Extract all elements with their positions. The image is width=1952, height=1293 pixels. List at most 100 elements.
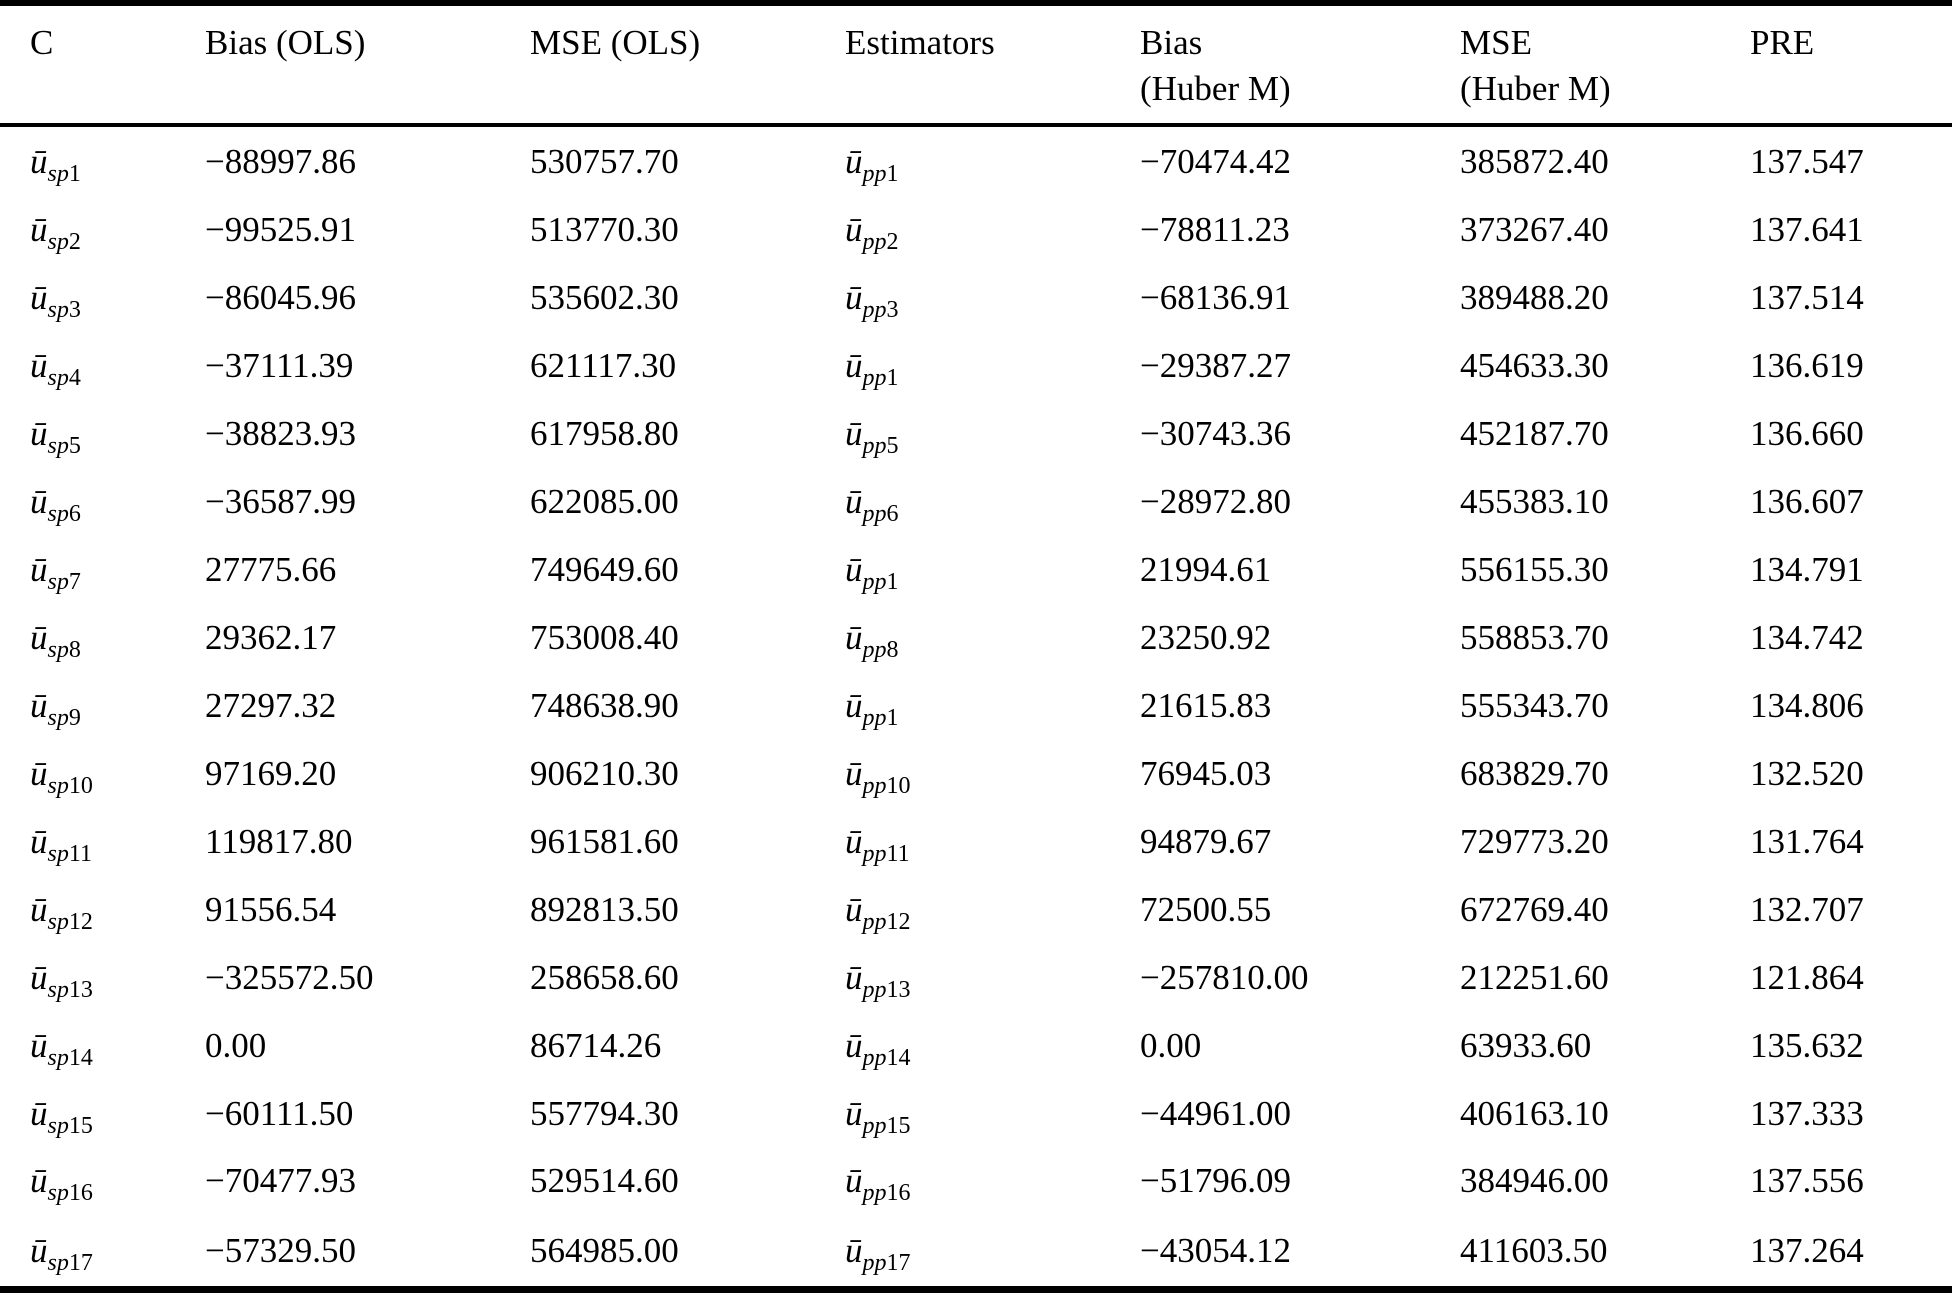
c-estimator-cell: ūsp8 xyxy=(0,604,205,672)
bias-ols-cell: −37111.39 xyxy=(205,346,354,386)
u-bar-symbol: ū xyxy=(845,141,863,181)
mse-huber-cell: 385872.40 xyxy=(1460,141,1609,181)
mse-huber-cell: 452187.70 xyxy=(1460,414,1609,454)
table-row: ūsp10 97169.20 906210.30 ūpp10 76945.03 68382… xyxy=(0,740,1952,808)
mse-huber-cell: 558853.70 xyxy=(1460,617,1609,657)
bias-ols-cell: 29362.17 xyxy=(205,617,337,657)
u-bar-symbol: ū xyxy=(845,1230,863,1270)
pre-cell: 135.632 xyxy=(1750,1025,1864,1065)
bias-ols-cell: −70477.93 xyxy=(205,1161,356,1201)
bias-huber-cell: −28972.80 xyxy=(1140,482,1291,522)
bias-ols-cell: 27775.66 xyxy=(205,550,337,589)
c-estimator-cell: ūsp14 xyxy=(0,1012,205,1080)
col-header-mse-huber-label: MSE xyxy=(1460,23,1532,62)
mse-ols-cell: 892813.50 xyxy=(530,889,679,929)
c-estimator-cell: ūsp3 xyxy=(0,264,205,332)
bias-huber-cell: −51796.09 xyxy=(1140,1161,1291,1201)
col-header-bias-ols: Bias (OLS) xyxy=(205,3,530,127)
u-bar-symbol: ū xyxy=(30,617,48,657)
mse-ols-cell: 86714.26 xyxy=(530,1025,662,1065)
c-estimator-cell: ūsp13 xyxy=(0,944,205,1012)
u-bar-symbol: ū xyxy=(845,753,863,793)
pre-cell: 132.520 xyxy=(1750,753,1864,793)
pre-cell: 137.264 xyxy=(1750,1230,1864,1270)
bias-huber-cell: −70474.42 xyxy=(1140,141,1291,181)
estimator-label: ūsp7 xyxy=(30,550,81,595)
mse-ols-cell: 906210.30 xyxy=(530,753,679,793)
pp-estimator-cell: ūpp11 xyxy=(845,808,1140,876)
estimator-label: ūpp6 xyxy=(845,482,899,528)
c-estimator-cell: ūsp6 xyxy=(0,468,205,536)
c-estimator-cell: ūsp5 xyxy=(0,400,205,468)
u-bar-symbol: ū xyxy=(845,821,863,861)
mse-huber-cell: 683829.70 xyxy=(1460,753,1609,793)
pp-estimator-cell: ūpp3 xyxy=(845,264,1140,332)
u-bar-symbol: ū xyxy=(30,141,48,181)
mse-huber-cell: 373267.40 xyxy=(1460,210,1609,250)
estimator-label: ūpp11 xyxy=(845,821,910,867)
estimator-label: ūpp10 xyxy=(845,753,911,799)
estimator-label: ūpp14 xyxy=(845,1025,911,1071)
col-header-mse-ols: MSE (OLS) xyxy=(530,3,845,127)
col-header-mse-huber-sub: (Huber M) xyxy=(1460,69,1611,108)
mse-huber-cell: 729773.20 xyxy=(1460,821,1609,861)
estimator-label: ūpp1 xyxy=(845,685,899,731)
mse-huber-cell: 389488.20 xyxy=(1460,278,1609,318)
c-estimator-cell: ūsp7 xyxy=(0,536,205,604)
u-bar-symbol: ū xyxy=(30,1025,48,1065)
col-header-c-label: C xyxy=(30,23,54,62)
bias-ols-cell: −88997.86 xyxy=(205,141,356,181)
c-estimator-cell: ūsp1 xyxy=(0,125,205,196)
pp-estimator-cell: ūpp17 xyxy=(845,1215,1140,1289)
u-bar-symbol: ū xyxy=(845,278,863,318)
estimator-label: ūsp15 xyxy=(30,1093,93,1139)
pre-cell: 136.607 xyxy=(1750,482,1864,522)
bias-huber-cell: −78811.23 xyxy=(1140,210,1290,250)
col-header-estimators: Estimators xyxy=(845,3,1140,127)
estimator-label: ūsp2 xyxy=(30,210,81,256)
pp-estimator-cell: ūpp1 xyxy=(845,536,1140,604)
pp-estimator-cell: ūpp10 xyxy=(845,740,1140,808)
table-row: ūsp5 −38823.93 617958.80 ūpp5 −30743.36 45218… xyxy=(0,400,1952,468)
bias-huber-cell: −30743.36 xyxy=(1140,414,1291,454)
u-bar-symbol: ū xyxy=(30,753,48,793)
estimator-label: ūpp2 xyxy=(845,210,899,256)
mse-ols-cell: 258658.60 xyxy=(530,957,679,997)
bias-huber-cell: −44961.00 xyxy=(1140,1093,1291,1133)
u-bar-symbol: ū xyxy=(30,1161,48,1201)
pp-estimator-cell: ūpp6 xyxy=(845,468,1140,536)
estimator-label: ūpp3 xyxy=(845,278,899,324)
col-header-bias-huber-label: Bias xyxy=(1140,23,1203,62)
estimator-label: ūsp8 xyxy=(30,617,81,663)
bias-ols-cell: −57329.50 xyxy=(205,1230,356,1270)
estimator-label: ūsp17 xyxy=(30,1230,93,1276)
bias-ols-cell: −60111.50 xyxy=(205,1093,354,1133)
mse-huber-cell: 455383.10 xyxy=(1460,482,1609,522)
bias-ols-cell: 91556.54 xyxy=(205,889,337,929)
u-bar-symbol: ū xyxy=(30,889,48,929)
pp-estimator-cell: ūpp5 xyxy=(845,400,1140,468)
mse-huber-cell: 411603.50 xyxy=(1460,1230,1608,1270)
u-bar-symbol: ū xyxy=(845,889,863,929)
c-estimator-cell: ūsp2 xyxy=(0,196,205,264)
col-header-mse-huber: MSE (Huber M) xyxy=(1460,3,1750,127)
col-header-estimators-label: Estimators xyxy=(845,23,995,62)
mse-huber-cell: 63933.60 xyxy=(1460,1025,1592,1065)
pre-cell: 137.641 xyxy=(1750,210,1864,250)
pre-cell: 136.660 xyxy=(1750,414,1864,454)
c-estimator-cell: ūsp4 xyxy=(0,332,205,400)
estimator-label: ūsp5 xyxy=(30,414,81,460)
pp-estimator-cell: ūpp2 xyxy=(845,196,1140,264)
u-bar-symbol: ū xyxy=(30,685,48,725)
bias-ols-cell: 97169.20 xyxy=(205,753,337,793)
pp-estimator-cell: ūpp13 xyxy=(845,944,1140,1012)
bias-huber-cell: 21994.61 xyxy=(1140,550,1272,589)
col-header-pre: PRE xyxy=(1750,3,1952,127)
pre-cell: 132.707 xyxy=(1750,889,1864,929)
bias-huber-cell: 21615.83 xyxy=(1140,685,1272,725)
pre-cell: 131.764 xyxy=(1750,821,1864,861)
estimator-label: ūsp3 xyxy=(30,278,81,324)
pp-estimator-cell: ūpp1 xyxy=(845,672,1140,740)
bias-huber-cell: −257810.00 xyxy=(1140,957,1309,997)
u-bar-symbol: ū xyxy=(30,550,48,589)
